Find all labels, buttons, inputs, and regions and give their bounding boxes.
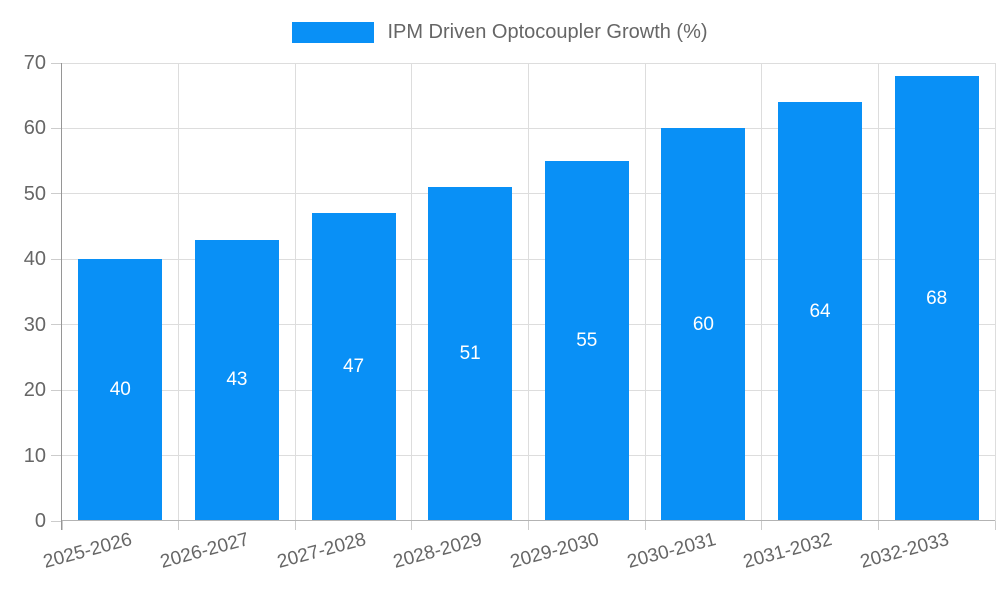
bar-value-label: 64 — [809, 300, 831, 322]
x-axis-tick — [61, 521, 63, 530]
gridline-vertical — [178, 63, 180, 521]
y-axis-tick — [51, 389, 61, 391]
y-axis-label: 0 — [34, 510, 46, 532]
bar-value-label: 60 — [692, 313, 714, 335]
bar — [78, 259, 163, 521]
bar — [428, 187, 513, 521]
bar — [544, 161, 629, 521]
gridline-vertical — [528, 63, 529, 521]
y-axis-label: 10 — [23, 444, 46, 467]
y-axis-tick — [51, 127, 61, 129]
bar-value-label: 47 — [342, 356, 365, 378]
legend-label: IPM Driven Optocoupler Growth (%) — [387, 20, 708, 43]
legend-swatch-icon — [292, 21, 375, 43]
y-axis-line — [61, 63, 62, 530]
x-axis-label: 2025-2026 — [41, 529, 135, 573]
y-axis-tick — [51, 258, 61, 260]
bar — [194, 239, 279, 521]
y-axis-tick — [51, 455, 61, 457]
y-axis-label: 60 — [23, 117, 46, 140]
x-axis-label: 2032-2033 — [857, 529, 952, 573]
gridline-vertical — [877, 63, 879, 521]
legend: IPM Driven Optocoupler Growth (%) — [0, 20, 1000, 44]
y-axis-tick — [51, 193, 61, 195]
x-axis-tick — [761, 521, 763, 530]
y-axis-label: 20 — [23, 379, 46, 402]
x-axis-line — [62, 520, 995, 521]
x-axis-label: 2030-2031 — [624, 529, 718, 573]
x-axis-tick — [994, 521, 996, 530]
x-axis-label: 2029-2030 — [508, 529, 602, 573]
x-axis-tick — [178, 521, 180, 530]
x-axis-tick — [877, 521, 879, 530]
gridline-vertical — [644, 63, 646, 521]
x-axis-label: 2031-2032 — [741, 529, 835, 573]
y-axis-tick — [51, 324, 61, 326]
x-axis-label: 2026-2027 — [158, 529, 252, 573]
y-axis-label: 40 — [23, 248, 46, 271]
x-axis-label: 2027-2028 — [274, 529, 368, 573]
bar-value-label: 51 — [459, 343, 481, 365]
gridline-vertical — [761, 63, 763, 521]
y-axis-label: 70 — [23, 52, 46, 74]
y-axis-tick — [51, 62, 61, 64]
x-axis-tick — [294, 521, 296, 530]
y-axis-tick — [51, 520, 61, 522]
y-axis-label: 50 — [23, 182, 46, 205]
y-axis-label: 30 — [23, 313, 46, 336]
bar-value-label: 68 — [926, 287, 948, 309]
x-axis-tick — [644, 521, 646, 530]
x-axis-tick — [528, 521, 529, 530]
gridline-vertical — [994, 63, 996, 521]
x-axis-tick — [411, 521, 413, 530]
bar — [661, 128, 746, 521]
gridline-vertical — [294, 63, 296, 521]
bar — [894, 76, 979, 521]
bar-value-label: 55 — [576, 330, 598, 352]
x-axis-label: 2028-2029 — [391, 529, 485, 573]
bar-value-label: 43 — [226, 369, 248, 391]
bar — [311, 213, 396, 521]
gridline-vertical — [411, 63, 413, 521]
bar — [778, 102, 863, 521]
bar-value-label: 40 — [109, 379, 131, 401]
